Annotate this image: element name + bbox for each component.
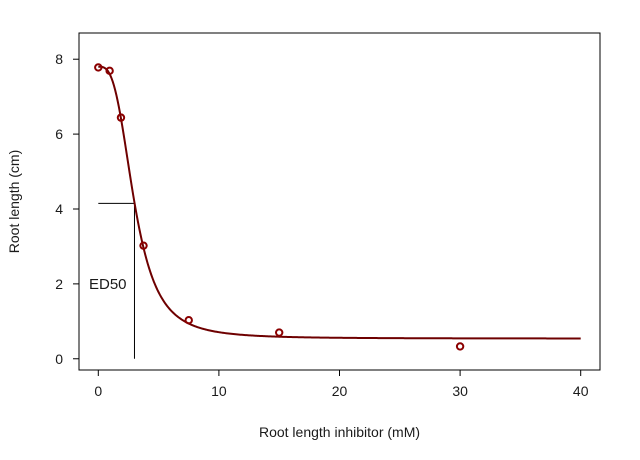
ed50-annotation <box>98 202 135 359</box>
y-tick-label: 4 <box>55 201 63 217</box>
y-tick-label: 8 <box>55 51 63 67</box>
data-point <box>116 113 126 122</box>
fitted-curve <box>98 65 581 340</box>
ed50-label: ED50 <box>89 276 127 293</box>
y-tick-label: 6 <box>55 126 63 142</box>
data-point <box>94 63 103 72</box>
data-point <box>274 328 284 337</box>
plot-frame <box>78 32 601 371</box>
x-axis-title: Root length inhibitor (mM) <box>259 424 420 440</box>
y-axis-title: Root length (cm) <box>6 150 22 253</box>
axes: 0 10 20 30 40 0 2 4 6 8 <box>55 51 588 399</box>
x-tick-label: 20 <box>332 383 348 399</box>
x-tick-label: 30 <box>452 383 468 399</box>
y-tick-label: 0 <box>55 351 63 367</box>
x-tick-label: 10 <box>211 383 227 399</box>
data-point <box>455 342 465 351</box>
data-point <box>105 66 114 76</box>
x-tick-label: 40 <box>573 383 589 399</box>
data-points <box>94 63 465 351</box>
data-point <box>139 241 148 250</box>
data-point <box>184 315 193 325</box>
y-tick-label: 2 <box>55 276 63 292</box>
x-tick-label: 0 <box>94 383 102 399</box>
